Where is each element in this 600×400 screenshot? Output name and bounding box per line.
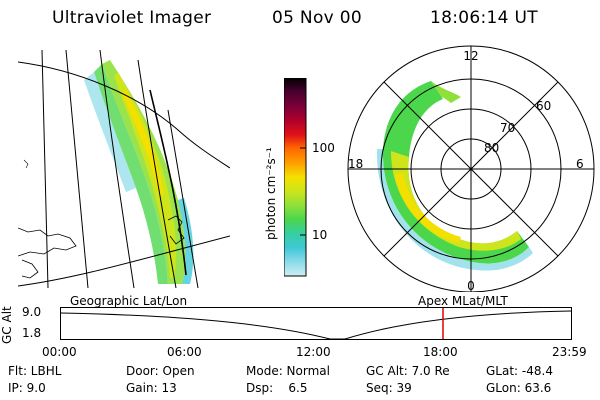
timeline-ytick-top: 9.0: [22, 305, 42, 319]
timeline-right-caption: Apex MLat/MLT: [418, 294, 508, 308]
info-flt: Flt: LBHL: [8, 364, 62, 378]
image-time: 18:06:14 UT: [430, 8, 538, 28]
clock-label-18: 18: [348, 157, 363, 171]
timeline-xtick-2359: 23:59: [552, 345, 587, 359]
colorbar-unit-label: photon cm⁻²s⁻¹: [264, 147, 278, 240]
colorbar: [284, 78, 307, 277]
timeline-ytick-bottom: 1.8: [22, 326, 42, 340]
info-mode: Mode: Normal: [246, 364, 330, 378]
altitude-curve: [60, 310, 572, 340]
ring-label-60: 60: [536, 99, 551, 113]
timeline-left-caption: Geographic Lat/Lon: [70, 294, 188, 308]
info-dsp: Dsp: 6.5: [246, 381, 308, 395]
clock-label-12: 12: [463, 49, 478, 63]
colorbar-tick-10: 10: [312, 228, 328, 242]
info-gain: Gain: 13: [126, 381, 177, 395]
timeline-xtick-0600: 06:00: [167, 345, 202, 359]
colorbar-tick-100: 100: [312, 141, 335, 155]
timeline-axis-label: GC Alt: [0, 306, 14, 344]
info-seq: Seq: 39: [366, 381, 412, 395]
info-ip: IP: 9.0: [8, 381, 46, 395]
info-glat: GLat: -48.4: [486, 364, 553, 378]
polar-plot: 12 18 6 0 80 70 60: [347, 45, 595, 292]
instrument-title: Ultraviolet Imager: [52, 8, 212, 28]
timeline-xtick-0000: 00:00: [42, 345, 77, 359]
geographic-image: [18, 50, 230, 288]
clock-label-0: 0: [467, 279, 475, 292]
info-door: Door: Open: [126, 364, 195, 378]
info-glon: GLon: 63.6: [486, 381, 552, 395]
timeline-xtick-1200: 12:00: [296, 345, 331, 359]
image-date: 05 Nov 00: [272, 8, 362, 28]
timeline-plot: [60, 307, 572, 340]
clock-label-6: 6: [576, 157, 584, 171]
ring-label-80: 80: [484, 141, 499, 155]
info-gc-alt: GC Alt: 7.0 Re: [366, 364, 450, 378]
ring-label-70: 70: [500, 121, 515, 135]
timeline-xtick-1800: 18:00: [423, 345, 458, 359]
